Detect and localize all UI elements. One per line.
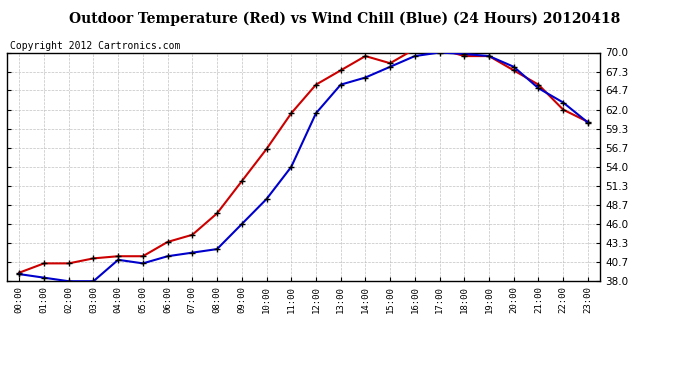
Text: Outdoor Temperature (Red) vs Wind Chill (Blue) (24 Hours) 20120418: Outdoor Temperature (Red) vs Wind Chill … [70, 11, 620, 26]
Text: Copyright 2012 Cartronics.com: Copyright 2012 Cartronics.com [10, 41, 180, 51]
